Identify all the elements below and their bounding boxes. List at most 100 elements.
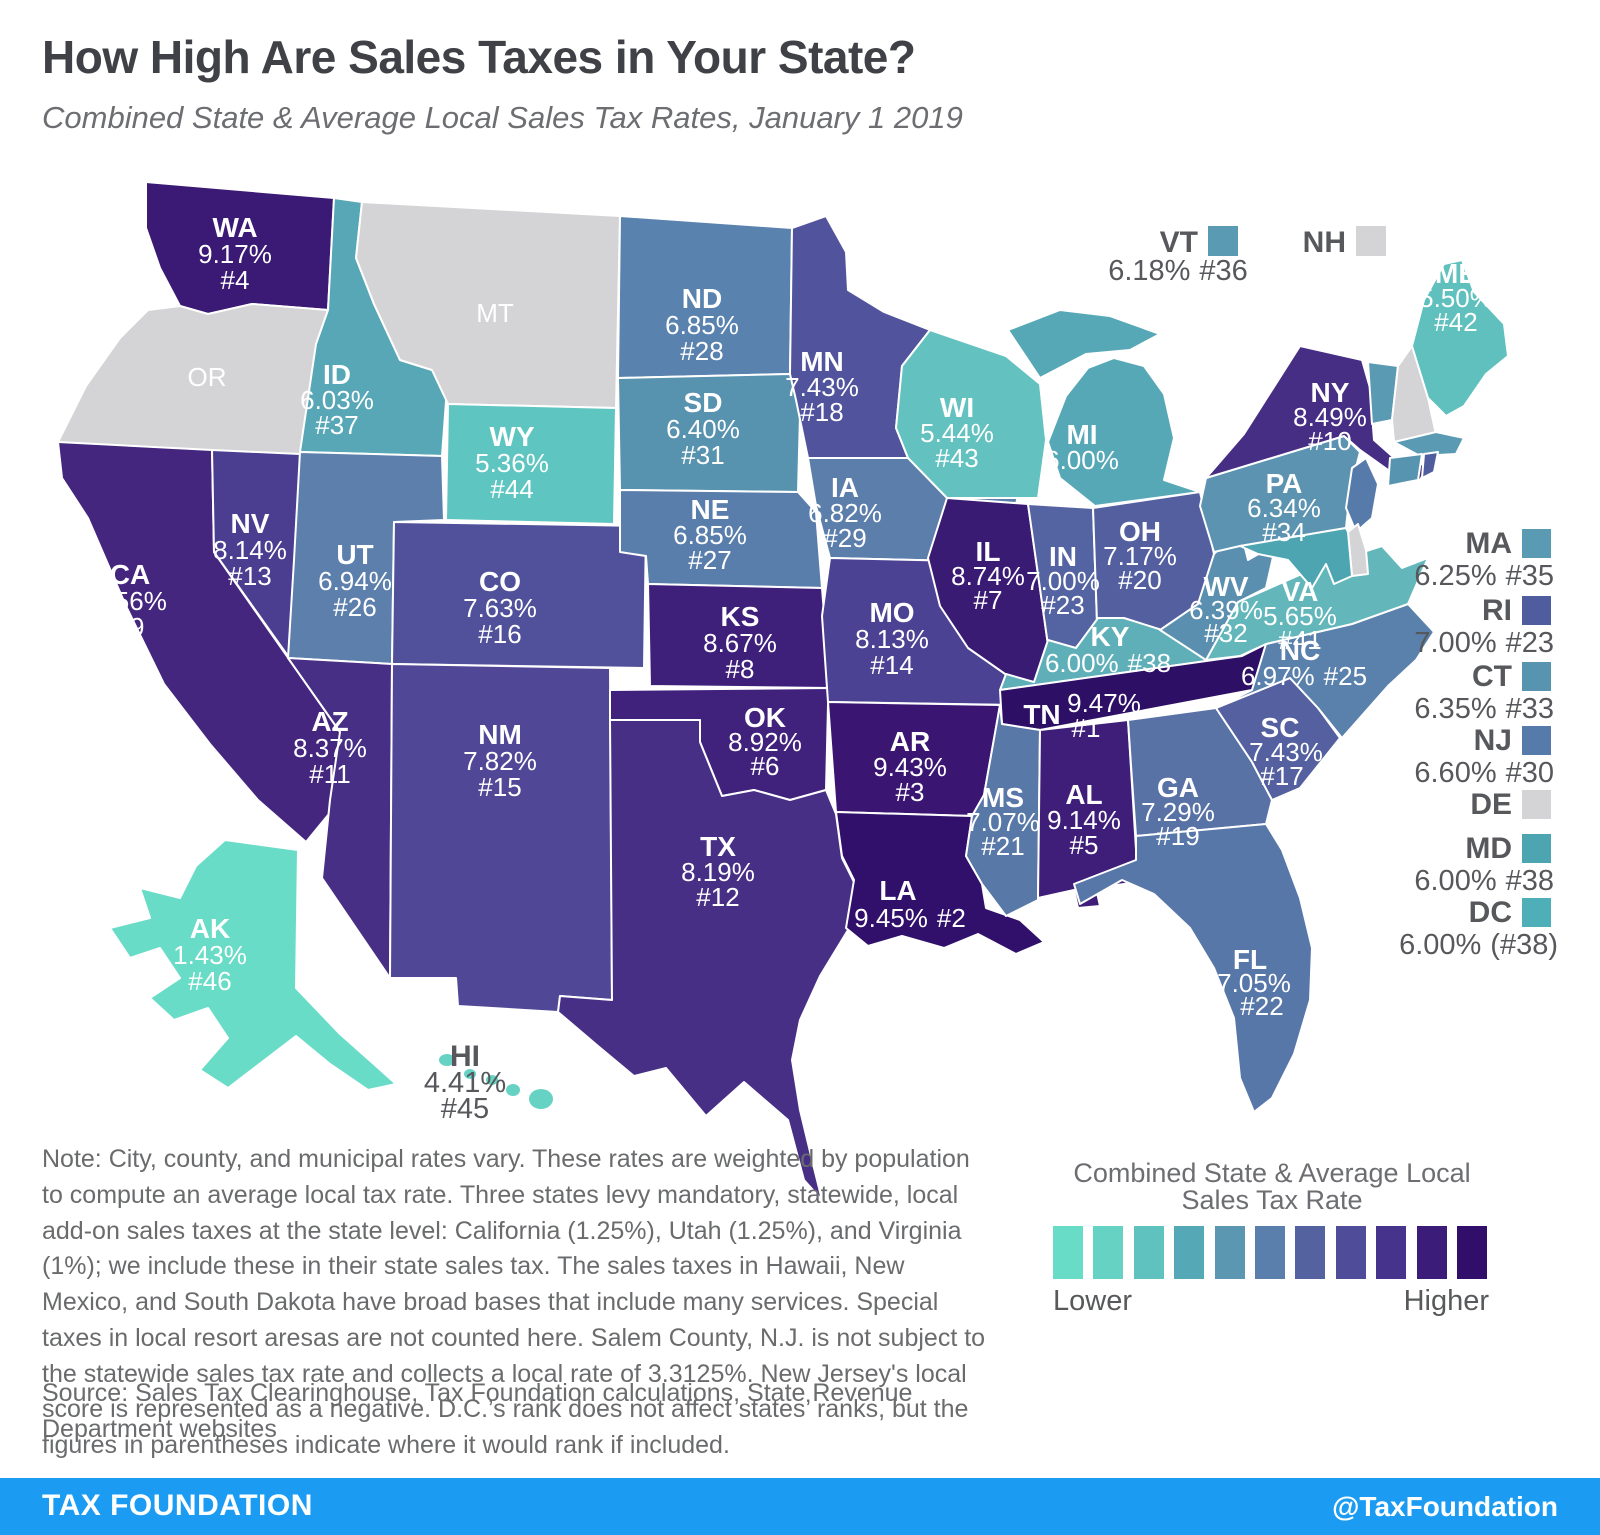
state-label-ut: UT 6.94% #26 [318,539,392,622]
state-ma-shape [1393,431,1465,457]
state-label-mi: MI 6.00% [1045,419,1119,475]
callout-de-swatch [1522,790,1551,819]
callout-ma-abbr: MA [1465,527,1512,560]
legend-swatch-7 [1295,1226,1325,1279]
legend-title-line1: Combined State & Average Local [1073,1158,1470,1188]
legend-swatch-3 [1134,1226,1164,1279]
callout-ct-swatch [1522,662,1551,691]
state-label-tn-rate: 9.47% [1067,688,1141,718]
callout-de: DE [1470,788,1551,821]
state-tx [557,719,855,1201]
legend-swatch-2 [1093,1226,1123,1279]
state-label-ca: CA 8.56% #9 [93,559,167,642]
state-nm [389,663,613,1013]
state-label-ak: AK 1.43% #46 [173,913,247,996]
state-hi-island [439,1054,455,1066]
state-label-me: ME 5.50% #42 [1419,258,1493,337]
callout-dc-swatch [1522,898,1551,927]
callout-vt: VT 6.18% #36 [1108,226,1248,287]
state-label-mt: MT [476,298,514,328]
callout-md-swatch [1522,834,1551,863]
state-hi-island [464,1069,476,1079]
callout-ma-swatch [1522,529,1551,558]
state-label-wy: WY 5.36% #44 [475,421,549,504]
state-label-co: CO 7.63% #16 [463,566,537,649]
callout-vt-swatch [1208,226,1238,256]
state-label-mn: MN 7.43% #18 [785,346,859,427]
callout-nh: NH [1303,226,1386,259]
note-text: Note: City, county, and municipal rates … [42,1145,986,1459]
state-label-hi: HI 4.41% #45 [424,1040,506,1125]
state-label-la: LA 9.45% #2 [854,875,966,933]
callout-nj-rate: 6.60% #30 [1414,757,1554,789]
state-ri [1421,451,1439,479]
state-label-id: ID 6.03% #37 [300,359,374,440]
state-hi [439,1054,553,1109]
state-label-tn-rank: #1 [1072,713,1101,743]
state-mi-shape [1047,357,1201,507]
page-title: How High Are Sales Taxes in Your State? [42,31,916,83]
state-label-ok: OK 8.92% #6 [728,702,802,781]
legend-swatch-4 [1174,1226,1204,1279]
state-ct [1387,453,1423,487]
state-nm-shape [389,663,613,1013]
state-md-shape [1239,527,1353,589]
state-label-az: AZ 8.37% #11 [293,706,367,789]
legend-swatch-10 [1417,1226,1447,1279]
state-label-oh: OH 7.17% #20 [1103,516,1177,595]
state-label-il: IL 8.74% #7 [951,536,1025,615]
state-label-nm: NM 7.82% #15 [463,719,537,802]
state-label-pa: PA 6.34% #34 [1247,468,1321,547]
callout-ri-rate: 7.00% #23 [1414,627,1554,659]
state-label-tx: TX 8.19% #12 [681,831,755,912]
legend-title-line2: Sales Tax Rate [1181,1185,1362,1215]
callout-nj: NJ 6.60% #30 [1414,724,1554,789]
state-label-ny: NY 8.49% #10 [1293,377,1367,456]
footer-twitter-handle: @TaxFoundation [1332,1491,1558,1522]
state-wy-shape [445,403,617,525]
callout-ri-abbr: RI [1482,594,1512,627]
state-ak [109,839,397,1091]
state-ri-shape [1421,451,1439,479]
state-label-or: OR [188,362,227,392]
state-label-nd: ND 6.85% #28 [665,283,739,366]
color-legend: Combined State & Average Local Sales Tax… [1053,1158,1489,1317]
state-wi-shape [895,329,1047,499]
legend-swatch-9 [1376,1226,1406,1279]
state-ct-shape [1387,453,1423,487]
state-ny-shape [1205,345,1429,481]
callout-nj-abbr: NJ [1474,724,1512,757]
callout-ct: CT 6.35% #33 [1414,660,1554,725]
state-label-mo: MO 8.13% #14 [855,597,929,680]
state-fl [1073,823,1313,1113]
callout-vt-rate: 6.18% #36 [1108,255,1248,287]
state-hi-island [529,1089,553,1109]
legend-swatch-8 [1336,1226,1366,1279]
page-subtitle: Combined State & Average Local Sales Tax… [42,100,963,135]
state-label-ia: IA 6.82% #29 [808,472,882,553]
state-tx-shape [557,719,855,1201]
state-wi [895,329,1047,499]
state-label-ga: GA 7.29% #19 [1141,772,1215,851]
callout-md-rate: 6.00% #38 [1414,865,1554,897]
state-label-wa: WA 9.17% #4 [198,212,272,295]
state-label-tn: TN [1023,699,1060,730]
state-hi-island [486,1075,498,1085]
source-text: Source: Sales Tax Clearinghouse, Tax Fou… [42,1379,913,1443]
callout-ri: RI 7.00% #23 [1414,594,1554,659]
legend-swatch-5 [1215,1226,1245,1279]
callout-ri-swatch [1522,596,1551,625]
callout-dc-abbr: DC [1469,896,1512,929]
state-label-ms: MS 7.07% #21 [966,782,1040,861]
state-label-nv: NV 8.14% #13 [213,508,287,591]
callout-ma: MA 6.25% #35 [1414,527,1554,592]
state-md [1239,527,1353,589]
state-mi-upper-peninsula-shape [1007,309,1161,379]
state-sd-shape [617,373,801,493]
state-label-ky: KY 6.00% #38 [1045,621,1171,678]
callout-nh-abbr: NH [1303,226,1346,259]
state-label-sd: SD 6.40% #31 [666,387,740,470]
callout-nh-swatch [1356,226,1386,256]
